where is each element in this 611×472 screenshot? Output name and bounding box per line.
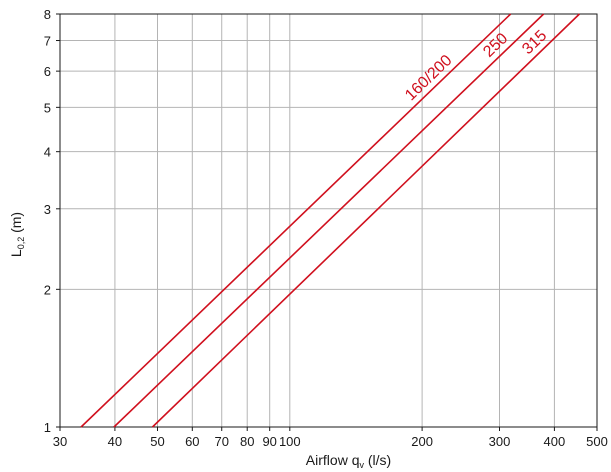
x-tick-label: 90: [262, 434, 276, 449]
series: 160/200 250 315: [80, 13, 580, 428]
y-tick-label: 4: [44, 145, 51, 160]
x-tick-label: 200: [411, 434, 433, 449]
series-line: [113, 13, 545, 428]
x-tick-label: 30: [53, 434, 67, 449]
y-axis-title-main: L: [8, 249, 24, 257]
x-tick-label: 300: [489, 434, 511, 449]
series-line: [80, 13, 512, 428]
x-axis-title-unit: (l/s): [364, 452, 391, 468]
grid: [60, 14, 597, 427]
x-tick-label: 500: [586, 434, 608, 449]
series-label: 315: [519, 27, 550, 58]
x-tick-label: 80: [240, 434, 254, 449]
x-axis-title-sub: v: [359, 460, 364, 470]
x-axis-title: Airflow qv (l/s): [306, 452, 391, 470]
series-label: 250: [480, 30, 511, 61]
x-tick-label: 100: [279, 434, 301, 449]
y-axis-title-sub: 0,2: [16, 237, 26, 250]
y-tick-label: 3: [44, 202, 51, 217]
y-axis-title-unit: (m): [8, 212, 24, 237]
x-tick-label: 50: [150, 434, 164, 449]
y-tick-label: 8: [44, 7, 51, 22]
y-tick-label: 2: [44, 282, 51, 297]
x-axis-title-main: Airflow q: [306, 452, 360, 468]
y-tick-label: 1: [44, 420, 51, 435]
x-tick-label: 40: [108, 434, 122, 449]
x-axis-ticks: 30 40 50 60 70 80 90 100 200 300 400 500: [53, 427, 608, 449]
y-axis-title: L0,2 (m): [8, 212, 26, 257]
x-tick-label: 400: [544, 434, 566, 449]
plot-frame: [59, 13, 598, 428]
series-line: [151, 13, 580, 428]
series-label: 160/200: [402, 52, 456, 104]
y-tick-label: 7: [44, 34, 51, 49]
y-axis-ticks: 1 2 3 4 5 6 7 8: [44, 7, 60, 435]
x-tick-label: 70: [214, 434, 228, 449]
y-tick-label: 6: [44, 64, 51, 79]
y-tick-label: 5: [44, 100, 51, 115]
x-tick-label: 60: [185, 434, 199, 449]
